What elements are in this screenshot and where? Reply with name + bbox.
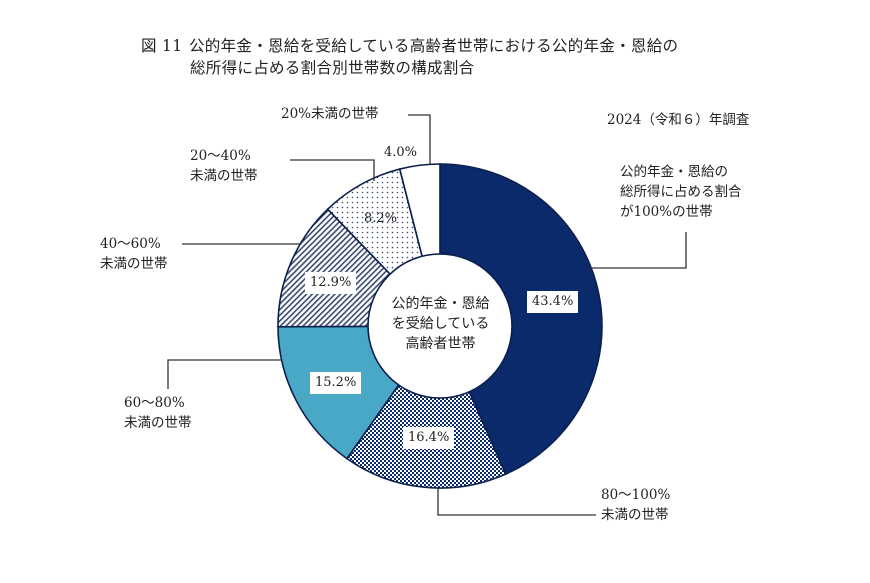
value-label-s100: 43.4%	[527, 291, 579, 313]
donut-center-label: 公的年金・恩給 を受給している 高齢者世帯	[368, 294, 513, 354]
leader-line-s100	[590, 232, 687, 269]
leader-line-s60	[167, 359, 282, 389]
value-label-s60: 15.2%	[310, 372, 362, 394]
label-line: 未満の世帯	[124, 415, 192, 431]
center-line-3: 高齢者世帯	[405, 336, 476, 352]
label-line: 20%未満の世帯	[281, 106, 379, 122]
title-line-2: 総所得に占める割合別世帯数の構成割合	[190, 59, 475, 77]
slice-s100	[439, 163, 603, 476]
figure-number: 図 11	[141, 37, 183, 55]
value-label-s20: 8.2%	[364, 211, 398, 226]
label-line: 未満の世帯	[601, 507, 669, 523]
category-label-s0: 20%未満の世帯	[281, 104, 379, 124]
value-label-s80: 16.4%	[403, 427, 455, 449]
label-line: 60〜80%	[124, 395, 185, 411]
label-line: 総所得に占める割合	[620, 184, 742, 200]
label-line: 80〜100%	[601, 487, 671, 503]
category-label-s100: 公的年金・恩給の 総所得に占める割合 が100%の世帯	[620, 162, 742, 222]
leader-line-s20	[290, 159, 375, 181]
category-label-s20: 20〜40% 未満の世帯	[190, 146, 258, 186]
label-line: 未満の世帯	[190, 168, 258, 184]
donut-hole	[367, 253, 513, 399]
leader-line-s0	[408, 114, 431, 164]
label-line: が100%の世帯	[620, 204, 713, 220]
label-line: 20〜40%	[190, 148, 251, 164]
center-line-1: 公的年金・恩給	[391, 296, 490, 312]
slice-s80	[345, 324, 507, 489]
center-line-2: を受給している	[391, 316, 490, 332]
survey-note: 2024（令和６）年調査	[607, 112, 750, 128]
value-label-s0: 4.0%	[384, 145, 418, 160]
category-label-s60: 60〜80% 未満の世帯	[124, 393, 192, 433]
leader-line-s80	[437, 488, 596, 516]
chart-title: 図 11 公的年金・恩給を受給している高齢者世帯における公的年金・恩給の 総所得に…	[141, 35, 678, 79]
value-label-s40: 12.9%	[305, 272, 357, 294]
label-line: 公的年金・恩給の	[620, 164, 728, 180]
category-label-s80: 80〜100% 未満の世帯	[601, 485, 670, 525]
title-line-1: 公的年金・恩給を受給している高齢者世帯における公的年金・恩給の	[189, 37, 679, 55]
label-line: 未満の世帯	[100, 256, 168, 272]
label-line: 40〜60%	[100, 236, 161, 252]
category-label-s40: 40〜60% 未満の世帯	[100, 234, 168, 274]
